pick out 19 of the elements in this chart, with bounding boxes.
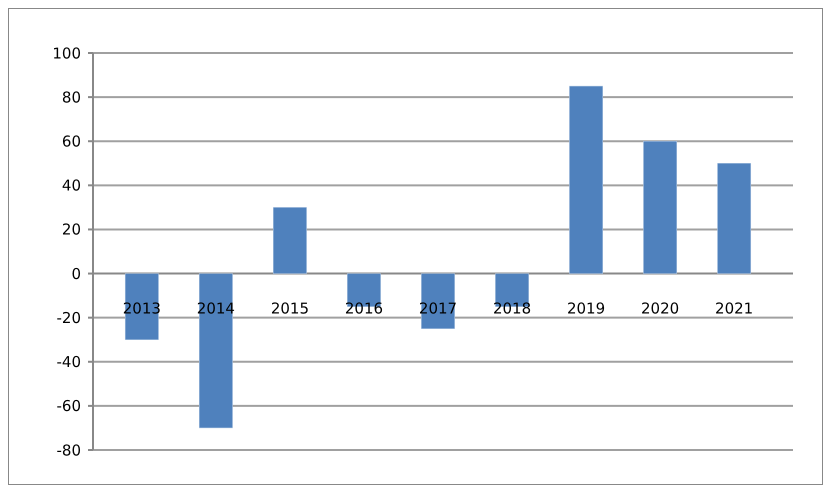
bar bbox=[717, 163, 752, 274]
x-tick-label: 2019 bbox=[566, 300, 606, 318]
y-tick-label: -60 bbox=[56, 397, 81, 416]
x-tick-label: 2020 bbox=[641, 300, 680, 318]
bar bbox=[198, 273, 233, 428]
y-tick-label: 80 bbox=[62, 88, 81, 106]
bar bbox=[569, 86, 603, 274]
y-tick-label: 20 bbox=[62, 220, 81, 239]
x-tick-label: 2021 bbox=[715, 300, 754, 318]
y-tick-label: 60 bbox=[62, 132, 81, 150]
y-tick-label: 40 bbox=[62, 176, 81, 195]
y-tick-label: 0 bbox=[71, 264, 81, 283]
y-tick-label: -40 bbox=[56, 353, 81, 372]
y-tick-label: -20 bbox=[56, 308, 81, 327]
y-tick-label: -80 bbox=[56, 441, 81, 460]
y-tick-label: 100 bbox=[52, 44, 81, 62]
bar bbox=[273, 207, 307, 274]
bar bbox=[643, 140, 678, 274]
x-tick-label: 2015 bbox=[270, 300, 310, 318]
